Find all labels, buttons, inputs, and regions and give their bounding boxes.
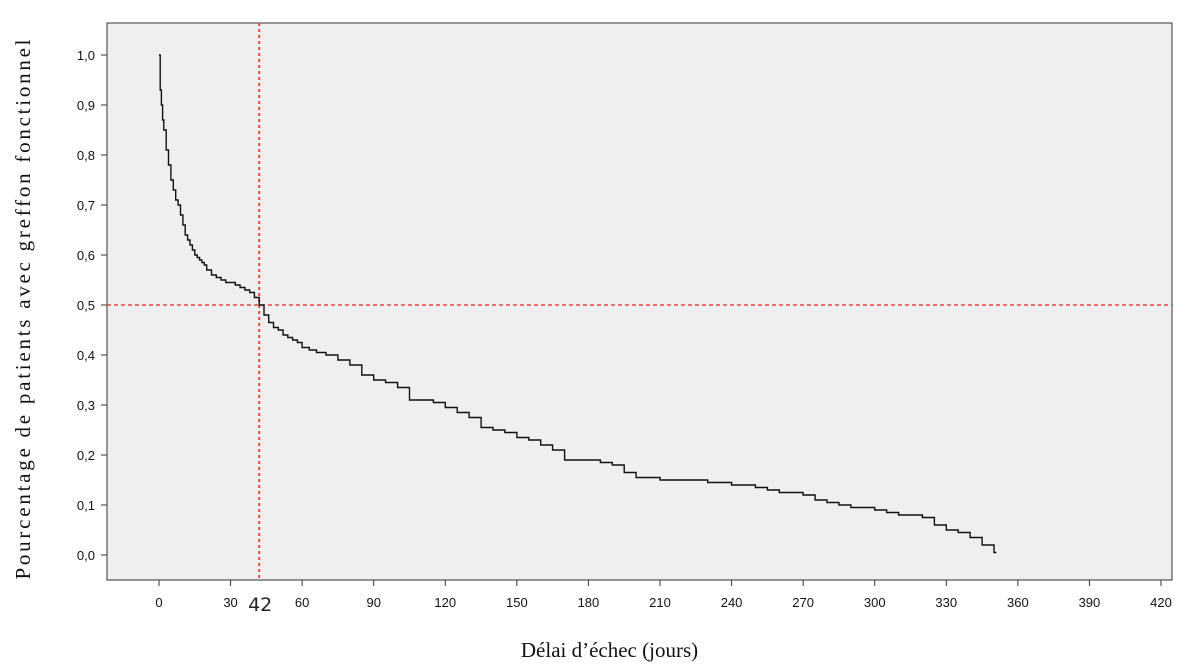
- x-tick-label: 0: [155, 595, 162, 610]
- x-tick-label: 300: [864, 595, 886, 610]
- x-tick-label: 180: [578, 595, 600, 610]
- x-tick-label: 420: [1150, 595, 1172, 610]
- x-tick-label: 90: [366, 595, 380, 610]
- x-tick-label: 30: [223, 595, 237, 610]
- y-tick-label: 0,1: [77, 498, 95, 513]
- y-tick-label: 1,0: [77, 48, 95, 63]
- x-axis: 0 30 60 90 120 150 180 210 240 270 300 330 360 390 420…: [155, 580, 1172, 616]
- x-tick-label: 210: [649, 595, 671, 610]
- y-axis: 0,0 0,1 0,2 0,3 0,4 0,5 0,6 0,7 0,8 0,9 1,0: [77, 48, 107, 563]
- survival-curve: [159, 54, 997, 554]
- y-tick-label: 0,9: [77, 98, 95, 113]
- y-tick-label: 0,8: [77, 148, 95, 163]
- y-tick-label: 0,4: [77, 348, 95, 363]
- x-tick-label: 270: [792, 595, 814, 610]
- y-tick-label: 0,0: [77, 548, 95, 563]
- x-tick-label: 390: [1079, 595, 1101, 610]
- y-tick-label: 0,5: [77, 298, 95, 313]
- x-tick-label: 240: [721, 595, 743, 610]
- x-tick-label: 360: [1007, 595, 1029, 610]
- x-tick-label: 120: [434, 595, 456, 610]
- y-tick-label: 0,3: [77, 398, 95, 413]
- x-axis-title: Délai d’échec (jours): [521, 638, 698, 662]
- y-tick-label: 0,7: [77, 198, 95, 213]
- y-tick-label: 0,6: [77, 248, 95, 263]
- y-axis-title: Pourcentage de patients avec greffon fon…: [11, 39, 35, 579]
- x-tick-label: 150: [506, 595, 528, 610]
- x-tick-label: 330: [935, 595, 957, 610]
- y-tick-label: 0,2: [77, 448, 95, 463]
- plot-area: [106, 22, 1173, 581]
- x-tick-label: 60: [295, 595, 309, 610]
- median-time-label: 42: [248, 594, 272, 616]
